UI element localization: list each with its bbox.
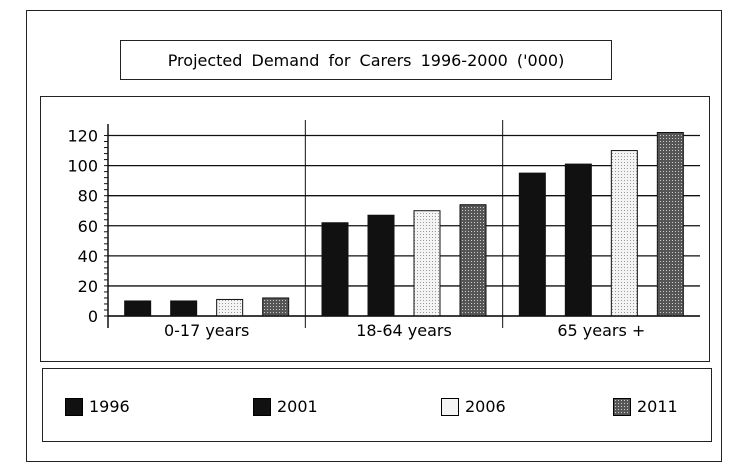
chart-title: Projected Demand for Carers 1996-2000 ('… bbox=[120, 40, 612, 80]
bar-2011-0 bbox=[262, 297, 290, 317]
bar-2006-2 bbox=[610, 150, 638, 317]
bar-1996-2 bbox=[518, 172, 546, 317]
legend-label: 2011 bbox=[637, 397, 678, 416]
legend-swatch bbox=[613, 397, 631, 416]
bar-2001-0 bbox=[170, 300, 198, 317]
bar-2001-2 bbox=[564, 163, 592, 317]
legend-label: 2006 bbox=[465, 397, 506, 416]
legend-item-2001: 2001 bbox=[253, 397, 318, 416]
bar-2011-2 bbox=[656, 132, 684, 317]
x-category-label: 65 years + bbox=[557, 321, 645, 340]
bar-1996-0 bbox=[124, 300, 152, 317]
legend-swatch bbox=[253, 397, 271, 416]
legend-item-1996: 1996 bbox=[65, 397, 130, 416]
x-category-label: 0-17 years bbox=[164, 321, 249, 340]
bar-2006-0 bbox=[216, 298, 244, 317]
y-tick-label: 60 bbox=[78, 217, 98, 236]
legend-label: 1996 bbox=[89, 397, 130, 416]
plot-area-frame bbox=[40, 96, 710, 362]
y-tick-label: 0 bbox=[88, 307, 98, 326]
chart-frame bbox=[26, 10, 722, 462]
y-tick-label: 120 bbox=[67, 127, 98, 146]
legend-item-2011: 2011 bbox=[613, 397, 678, 416]
legend-swatch bbox=[441, 397, 459, 416]
y-tick-label: 40 bbox=[78, 247, 98, 266]
legend-item-2006: 2006 bbox=[441, 397, 506, 416]
y-tick-label: 100 bbox=[67, 157, 98, 176]
x-category-label: 18-64 years bbox=[356, 321, 452, 340]
bar-2011-1 bbox=[459, 204, 487, 317]
legend: 1996 2001 2006 2011 bbox=[42, 368, 712, 442]
legend-swatch bbox=[65, 397, 83, 416]
bar-2006-1 bbox=[413, 210, 441, 317]
bar-1996-1 bbox=[321, 222, 349, 317]
y-tick-label: 20 bbox=[78, 277, 98, 296]
bar-2001-1 bbox=[367, 214, 395, 317]
legend-label: 2001 bbox=[277, 397, 318, 416]
y-tick-label: 80 bbox=[78, 187, 98, 206]
